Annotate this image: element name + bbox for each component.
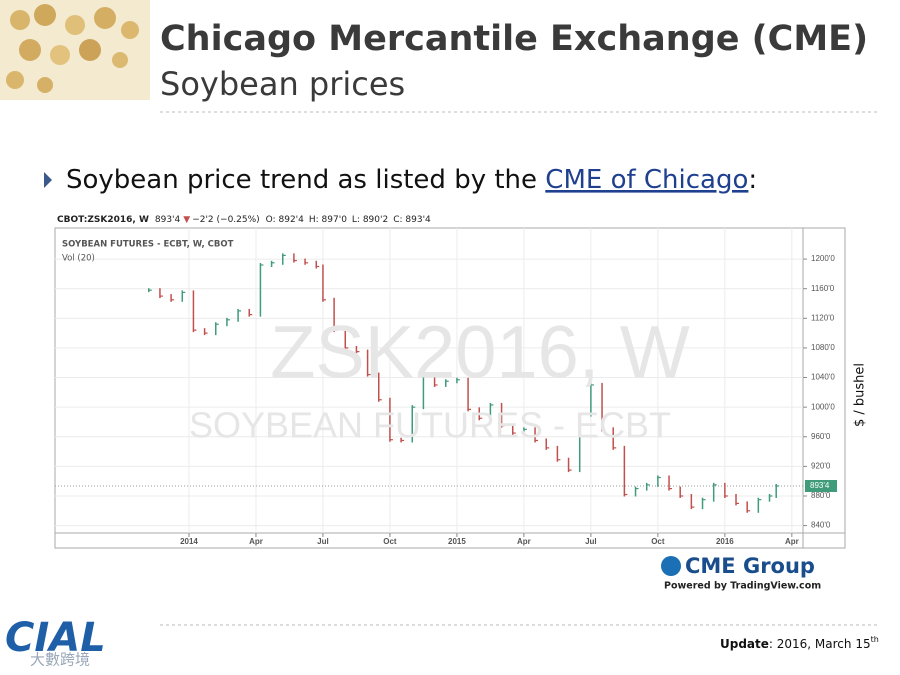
watermark: ZSK2016, W: [270, 311, 690, 394]
x-tick-label: Apr: [249, 537, 263, 546]
y-tick-label: 960'0: [811, 432, 831, 441]
last-price-box: [805, 479, 837, 492]
last-price-label: 893'4: [810, 481, 830, 490]
symbol: CBOT:ZSK2016, W: [57, 215, 149, 225]
y-tick-label: 1200'0: [811, 254, 835, 263]
y-tick-label: 1120'0: [811, 313, 835, 322]
x-tick-label: 2015: [448, 537, 466, 546]
y-tick-label: 840'0: [811, 521, 831, 530]
y-tick-label: 920'0: [811, 461, 831, 470]
y-tick-label: 1040'0: [811, 373, 835, 382]
link[interactable]: CME of Chicago: [545, 165, 748, 195]
update-label: Update: [720, 637, 769, 651]
slide-title: Chicago Mercantile Exchange (CME): [160, 19, 868, 59]
org-logo: CIAL: [5, 615, 106, 661]
x-tick-label: Apr: [517, 537, 531, 546]
bullet-lead: Soybean price trend as listed by the: [66, 165, 545, 195]
x-tick-label: 2016: [716, 537, 734, 546]
y-tick-label: 1000'0: [811, 402, 835, 411]
x-tick-label: Jul: [317, 537, 329, 546]
cme-logo: CME Group Powered by TradingView.com: [661, 554, 821, 592]
soybean-image: [0, 0, 150, 100]
chart-header: CBOT:ZSK2016, W 893'4 ▼ −2'2 (−0.25%) O: 892…: [57, 215, 431, 225]
y-tick-label: 1160'0: [811, 284, 835, 293]
x-tick-label: Apr: [785, 537, 799, 546]
close: C: 893'4: [393, 215, 431, 225]
arrow: ▼: [183, 215, 190, 225]
cme-logo-text: CME Group: [685, 554, 815, 578]
update-text: : 2016, March 15: [769, 637, 871, 651]
slide-subtitle: Soybean prices: [160, 65, 405, 103]
x-tick-label: Oct: [383, 537, 397, 546]
watermark-sub: SOYBEAN FUTURES - ECBT: [189, 405, 671, 446]
legend-title: SOYBEAN FUTURES - ECBT, W, CBOT: [62, 240, 234, 250]
last: 893'4: [155, 215, 181, 225]
y-axis-label: $ / bushel: [853, 363, 868, 427]
y-tick-label: 1080'0: [811, 343, 835, 352]
x-tick-label: 2014: [180, 537, 198, 546]
org-sub: 大數跨境: [30, 651, 90, 669]
bullet-icon: [44, 172, 52, 188]
powered-by: Powered by TradingView.com: [664, 581, 821, 592]
update-sup: th: [871, 635, 879, 644]
plot: 840'0 880'0 920'0 960'0 1000'0 1040'0 1080'0 11…: [55, 228, 845, 548]
y-tick-label: 880'0: [811, 491, 831, 500]
open: O: 892'4: [266, 215, 304, 225]
low: L: 890'2: [352, 215, 388, 225]
update: Update: 2016, March 15th: [720, 635, 879, 651]
x-tick-label: Oct: [651, 537, 665, 546]
legend-sub: Vol (20): [62, 254, 95, 264]
change: −2'2 (−0.25%): [192, 215, 259, 225]
bullet-text: Soybean price trend as listed by the CME…: [66, 165, 757, 195]
x-tick-label: Jul: [585, 537, 597, 546]
high: H: 897'0: [309, 215, 347, 225]
bullet-end: :: [748, 165, 757, 195]
